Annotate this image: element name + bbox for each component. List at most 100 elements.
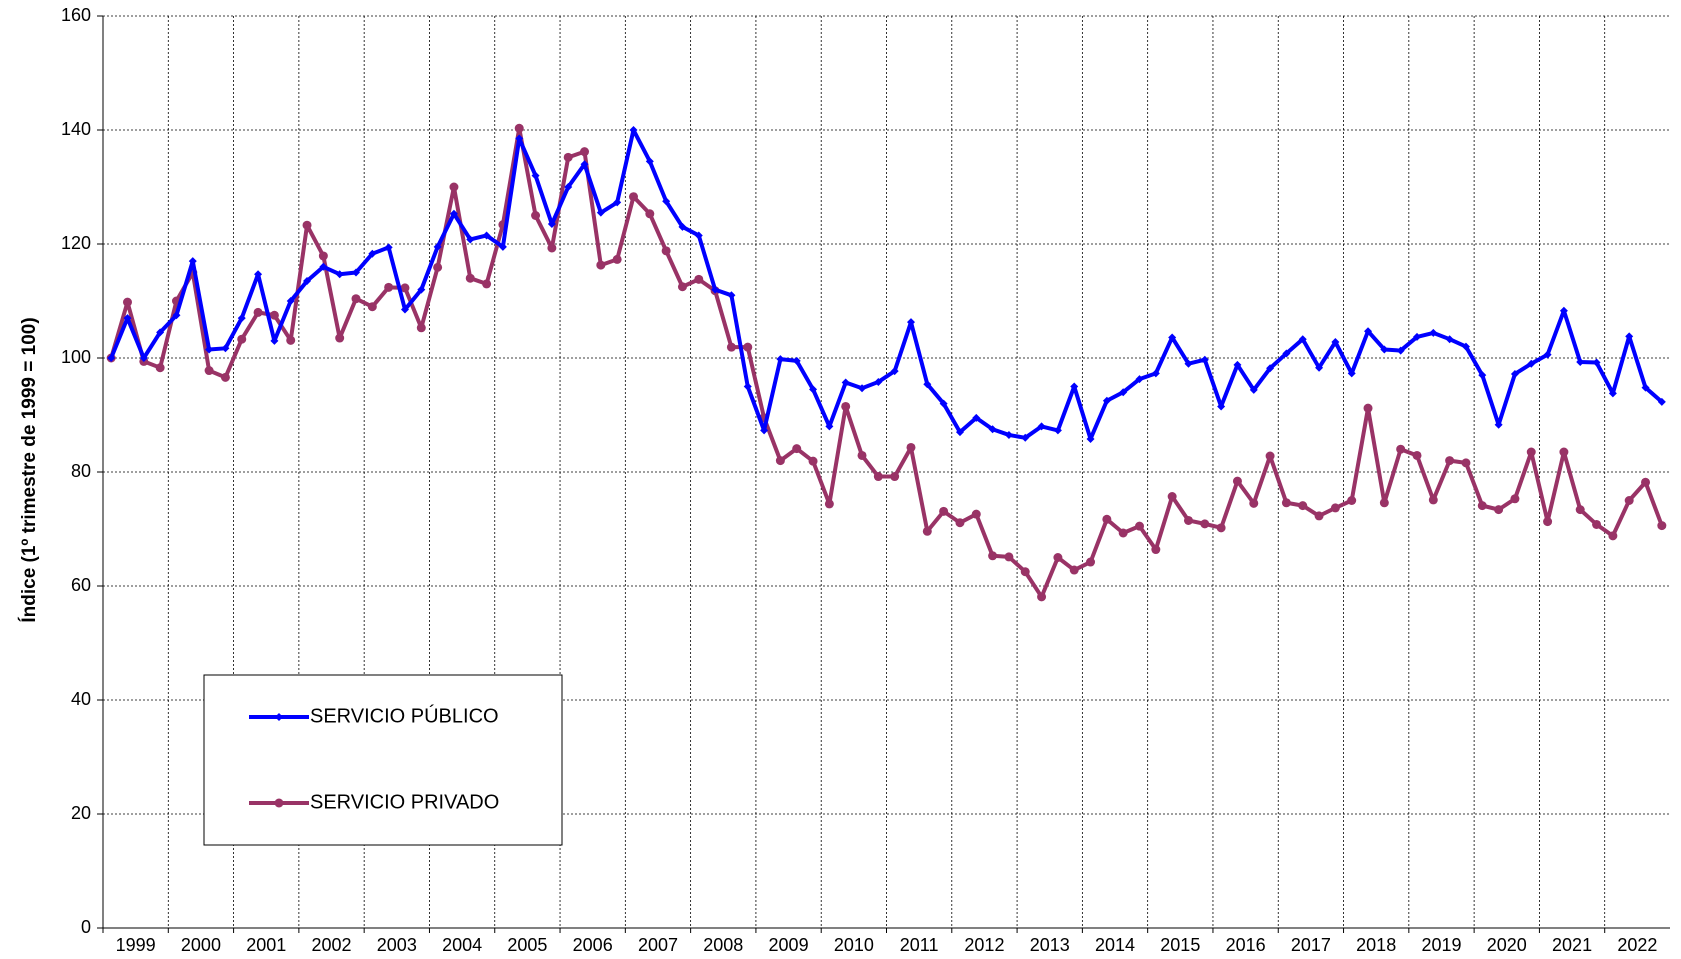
point [1086, 557, 1096, 567]
point [1183, 515, 1193, 525]
point [1396, 346, 1405, 355]
point [107, 354, 116, 362]
x-tick-label: 2000 [181, 935, 221, 955]
point [253, 307, 263, 317]
point [922, 526, 932, 536]
point [1347, 496, 1357, 505]
line [109, 128, 1664, 441]
series [106, 123, 1667, 602]
point [563, 152, 573, 162]
point [1412, 450, 1422, 460]
y-tick-label: 140 [61, 119, 91, 139]
point [1608, 389, 1617, 398]
point [172, 311, 181, 320]
point [1037, 422, 1046, 431]
point [1494, 505, 1504, 515]
point [955, 428, 964, 437]
point [531, 171, 540, 180]
point [760, 426, 769, 435]
point [1053, 426, 1062, 435]
point [1396, 444, 1406, 454]
point [1004, 430, 1013, 439]
point [596, 208, 605, 217]
point [1249, 498, 1259, 508]
point [1624, 496, 1634, 505]
point [417, 285, 426, 294]
point [1135, 375, 1144, 384]
point [1200, 519, 1210, 529]
point [1461, 342, 1470, 351]
point [939, 399, 948, 408]
point [726, 342, 736, 352]
point [1151, 545, 1161, 555]
point [482, 279, 492, 289]
point [384, 243, 393, 252]
point [1314, 511, 1324, 521]
point [678, 222, 687, 231]
point [1281, 498, 1291, 508]
point [662, 197, 671, 206]
point [302, 220, 312, 230]
point [400, 283, 410, 293]
point [1657, 521, 1667, 531]
x-tick-label: 2012 [964, 935, 1004, 955]
point [809, 385, 818, 394]
legend-label: SERVICIO PRIVADO [310, 791, 499, 813]
point [841, 401, 851, 411]
point [1282, 349, 1291, 358]
x-tick-label: 2011 [900, 935, 939, 955]
point [596, 260, 606, 270]
point [139, 354, 148, 362]
x-tick-label: 2004 [442, 935, 482, 955]
point [237, 314, 246, 323]
point [156, 328, 165, 337]
point [1657, 397, 1666, 406]
point [275, 713, 283, 721]
point [514, 123, 524, 133]
point [1641, 477, 1651, 487]
point [645, 209, 655, 219]
point [580, 160, 589, 169]
point [1380, 345, 1389, 354]
point [1429, 328, 1438, 337]
x-tick-label: 2016 [1226, 935, 1266, 955]
point [988, 551, 998, 561]
point [1037, 592, 1047, 602]
legend-label: SERVICIO PÚBLICO [310, 704, 499, 727]
point [1575, 505, 1585, 515]
point [1266, 364, 1275, 373]
point [1020, 567, 1030, 577]
legend-box [203, 674, 563, 846]
point [677, 282, 687, 292]
point [335, 270, 344, 279]
point [1330, 503, 1340, 513]
point [482, 231, 491, 240]
point [1526, 447, 1536, 457]
point [1592, 519, 1602, 529]
point [792, 356, 801, 365]
point [531, 211, 541, 220]
x-tick-label: 2003 [377, 935, 417, 955]
x-tick-label: 2008 [703, 935, 743, 955]
point [661, 246, 671, 256]
point [547, 243, 557, 253]
point [580, 147, 590, 157]
point [547, 220, 556, 229]
point [873, 472, 883, 482]
point [1315, 363, 1324, 372]
point [1461, 458, 1471, 468]
point [1102, 514, 1112, 524]
point [254, 270, 263, 279]
point [1445, 456, 1455, 466]
point [1232, 476, 1242, 486]
point [1217, 402, 1226, 411]
point [1200, 355, 1209, 364]
point [1069, 565, 1079, 575]
point [1168, 333, 1177, 342]
point [1576, 357, 1585, 366]
point [628, 192, 638, 202]
point [416, 323, 426, 333]
x-tick-label: 2002 [311, 935, 351, 955]
point [400, 305, 409, 314]
point [1216, 523, 1226, 533]
